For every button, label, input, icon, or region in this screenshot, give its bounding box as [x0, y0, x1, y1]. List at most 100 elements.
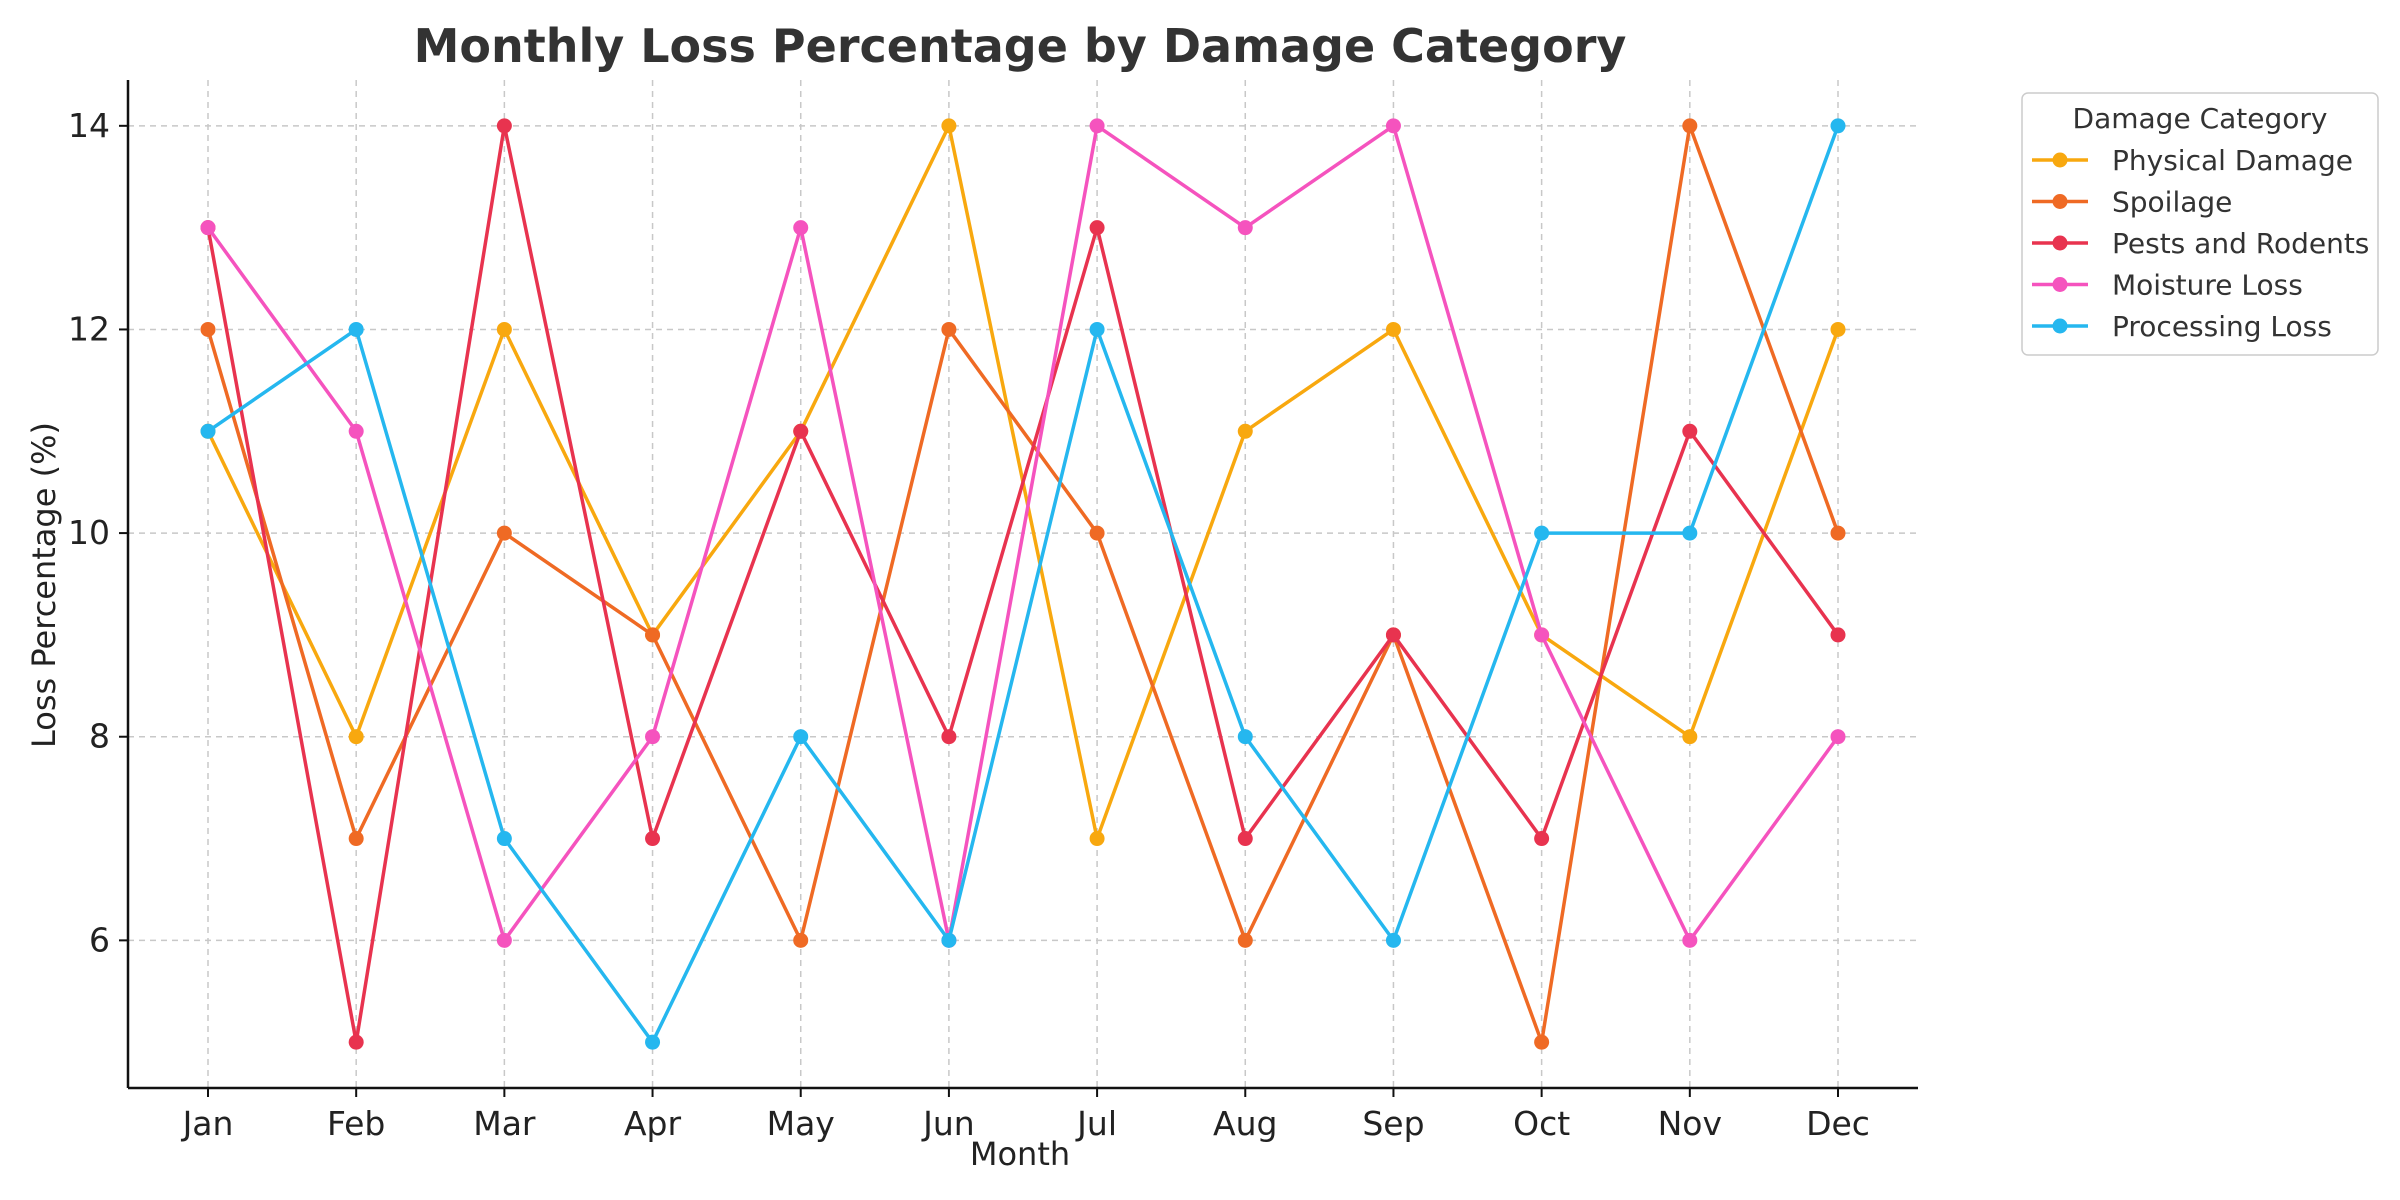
data-point-processing-loss [1682, 525, 1698, 541]
data-point-physical-damage [1830, 321, 1846, 337]
legend-swatch-marker [2052, 277, 2068, 292]
y-tick-label: 12 [68, 309, 110, 348]
data-point-processing-loss [200, 423, 216, 439]
x-tick-label: Dec [1806, 1104, 1870, 1143]
legend-item-spoilage: Spoilage [2032, 186, 2232, 219]
data-point-physical-damage [496, 321, 512, 337]
series-moisture-loss [200, 118, 1846, 948]
data-point-processing-loss [496, 831, 512, 847]
data-point-spoilage [793, 932, 809, 948]
legend: Damage Category Physical DamageSpoilageP… [2021, 92, 2379, 356]
legend-swatch-marker [2052, 235, 2068, 251]
data-point-moisture-loss [645, 729, 661, 745]
data-point-spoilage [1089, 525, 1105, 541]
legend-title: Damage Category [2073, 102, 2328, 135]
data-point-processing-loss [1237, 729, 1253, 745]
legend-label: Physical Damage [2112, 144, 2353, 177]
data-point-pests-and-rodents [1385, 627, 1401, 643]
series-line-processing-loss [207, 125, 1840, 1044]
y-axis-label: Loss Percentage (%) [25, 422, 63, 748]
data-point-moisture-loss [1534, 627, 1550, 643]
data-point-spoilage [1830, 525, 1846, 541]
data-point-processing-loss [1089, 321, 1105, 337]
data-point-spoilage [1237, 932, 1253, 948]
data-point-spoilage [200, 321, 216, 337]
data-point-pests-and-rodents [348, 1034, 364, 1050]
x-tick-label: Apr [624, 1104, 682, 1143]
series-line-spoilage [206, 124, 1840, 1044]
legend-item-pests-and-rodents: Pests and Rodents [2032, 227, 2369, 260]
legend-swatch-marker [2052, 194, 2068, 209]
data-point-spoilage [645, 627, 661, 643]
data-point-pests-and-rodents [941, 729, 957, 745]
data-point-processing-loss [1385, 932, 1401, 948]
data-point-processing-loss [1534, 525, 1550, 541]
data-point-spoilage [1682, 118, 1698, 134]
x-tick-label: Aug [1213, 1104, 1277, 1143]
series-pests-and-rodents [200, 118, 1846, 1050]
legend-label: Processing Loss [2112, 310, 2332, 343]
legend-label: Moisture Loss [2112, 269, 2303, 302]
data-point-moisture-loss [1830, 729, 1846, 745]
x-tick-label: Sep [1362, 1104, 1424, 1143]
legend-item-physical-damage: Physical Damage [2032, 144, 2353, 177]
data-point-processing-loss [348, 321, 364, 337]
data-point-processing-loss [645, 1034, 661, 1050]
data-point-pests-and-rodents [1830, 627, 1846, 643]
y-tick-label: 8 [89, 717, 110, 756]
data-point-moisture-loss [496, 932, 512, 948]
chart-title: Monthly Loss Percentage by Damage Catego… [414, 19, 1627, 73]
legend-label: Pests and Rodents [2112, 227, 2369, 260]
y-tick-label: 10 [68, 513, 110, 552]
data-point-physical-damage [941, 118, 957, 134]
x-tick-label: Feb [327, 1104, 385, 1143]
data-point-moisture-loss [1237, 220, 1253, 236]
data-point-physical-damage [1089, 831, 1105, 847]
data-point-spoilage [496, 525, 512, 541]
series-line-pests-and-rodents [206, 124, 1840, 1044]
data-point-spoilage [348, 831, 364, 847]
data-point-processing-loss [941, 932, 957, 948]
x-tick-label: Jul [1075, 1104, 1117, 1143]
legend-swatch-marker [2052, 318, 2068, 334]
data-point-processing-loss [1830, 118, 1846, 134]
series-spoilage [200, 118, 1846, 1050]
legend-swatch-marker [2052, 152, 2068, 168]
data-point-processing-loss [793, 729, 809, 745]
legend-box [2021, 92, 2379, 356]
x-tick-label: Jun [921, 1104, 975, 1143]
x-tick-label: Oct [1513, 1104, 1570, 1143]
data-point-moisture-loss [1682, 932, 1698, 948]
data-point-pests-and-rodents [645, 831, 661, 847]
legend-item-moisture-loss: Moisture Loss [2032, 269, 2303, 302]
data-point-pests-and-rodents [1682, 423, 1698, 439]
axes [126, 80, 1918, 1090]
data-point-moisture-loss [1089, 118, 1105, 134]
series-processing-loss [200, 118, 1846, 1050]
data-point-physical-damage [1682, 729, 1698, 745]
x-tick-label: Mar [473, 1104, 536, 1143]
data-point-spoilage [941, 321, 957, 337]
y-tick-label: 14 [68, 106, 110, 145]
data-point-physical-damage [1237, 423, 1253, 439]
series-line-moisture-loss [206, 124, 1840, 943]
data-point-physical-damage [348, 729, 364, 745]
series-group [200, 118, 1846, 1050]
x-tick-label: Nov [1658, 1104, 1722, 1143]
legend-item-processing-loss: Processing Loss [2032, 310, 2332, 343]
data-point-pests-and-rodents [1089, 220, 1105, 236]
data-point-pests-and-rodents [496, 118, 512, 134]
x-tick-label: May [767, 1104, 835, 1143]
legend-items: Physical Damage Spoilage Pests and Rodents… [2032, 144, 2369, 343]
x-ticks: Jan Feb Mar Apr May Jun Jul Aug Sep Oct Nov Dec [181, 1088, 1870, 1143]
data-point-spoilage [1534, 1034, 1550, 1050]
y-tick-label: 6 [89, 920, 110, 959]
data-point-moisture-loss [793, 220, 809, 236]
data-point-pests-and-rodents [1237, 831, 1253, 847]
data-point-moisture-loss [1385, 118, 1401, 134]
data-point-physical-damage [1385, 321, 1401, 337]
legend-label: Spoilage [2112, 186, 2232, 219]
data-point-moisture-loss [200, 220, 216, 236]
data-point-moisture-loss [348, 423, 364, 439]
